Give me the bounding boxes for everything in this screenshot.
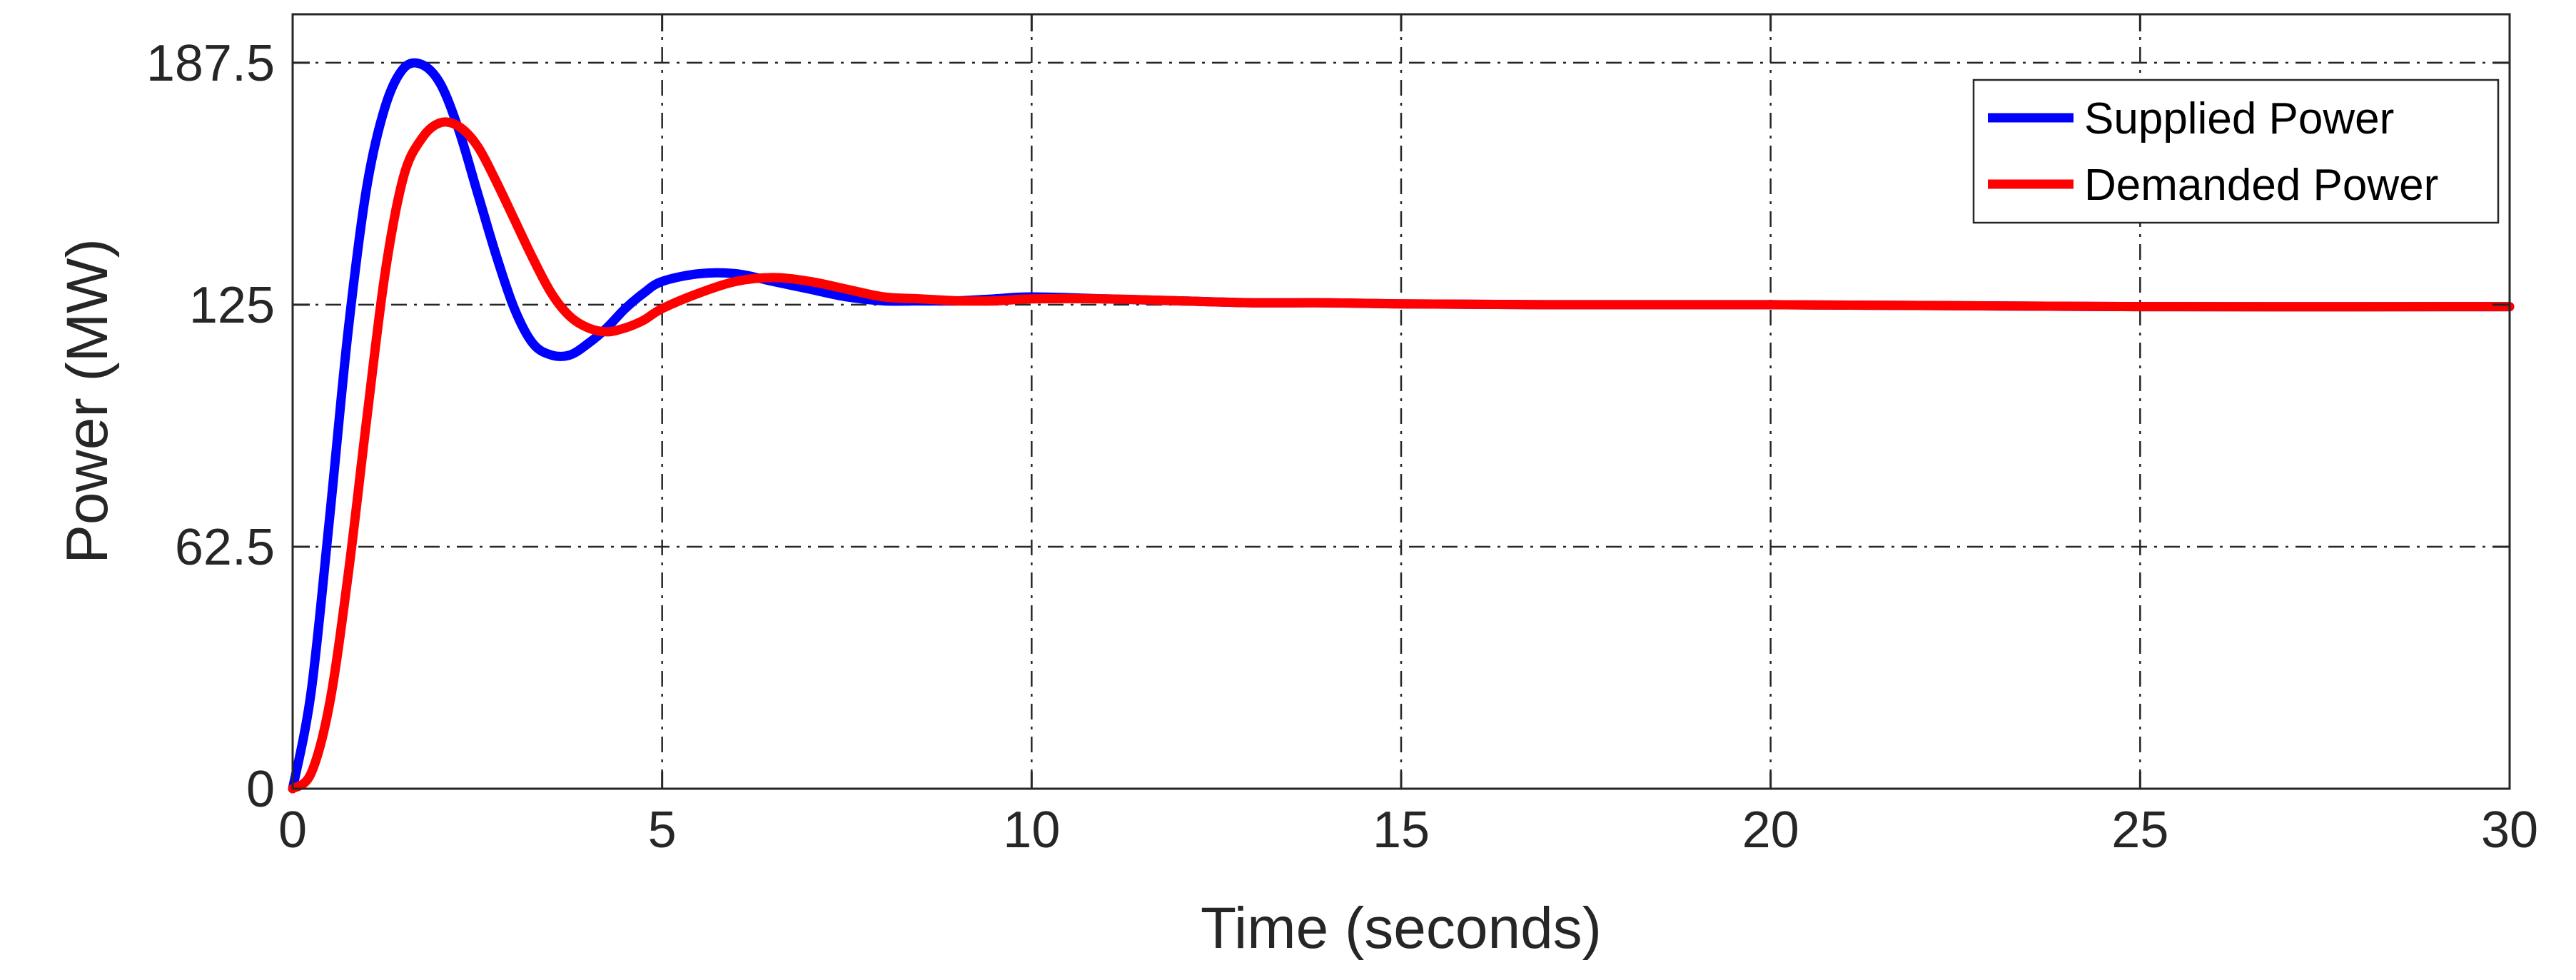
x-tick-label-3: 15: [1373, 802, 1430, 859]
y-tick-label-3: 187.5: [146, 35, 275, 92]
x-axis-ticks: 0 5 10 15 20 25 30: [278, 14, 2538, 859]
legend: Supplied Power Demanded Power: [1972, 79, 2500, 224]
y-axis-label: Power (MW): [55, 238, 120, 564]
x-tick-label-0: 0: [278, 802, 307, 859]
x-tick-label-6: 30: [2481, 802, 2538, 859]
legend-label-demanded-power: Demanded Power: [2084, 161, 2438, 210]
y-axis-ticks: 0 62.5 125 187.5: [146, 35, 2510, 818]
x-tick-label-2: 10: [1003, 802, 1060, 859]
x-tick-label-5: 25: [2111, 802, 2168, 859]
series-layer: [288, 58, 2515, 794]
x-tick-label-4: 20: [1742, 802, 1799, 859]
y-tick-label-1: 62.5: [175, 519, 275, 576]
x-tick-label-1: 5: [648, 802, 677, 859]
legend-label-supplied-power: Supplied Power: [2084, 94, 2394, 143]
y-tick-label-0: 0: [246, 761, 275, 818]
legend-box: [1972, 79, 2500, 224]
series-line-demanded-power: [288, 117, 2515, 794]
y-tick-label-2: 125: [189, 277, 275, 334]
x-axis-label: Time (seconds): [1201, 896, 1602, 961]
